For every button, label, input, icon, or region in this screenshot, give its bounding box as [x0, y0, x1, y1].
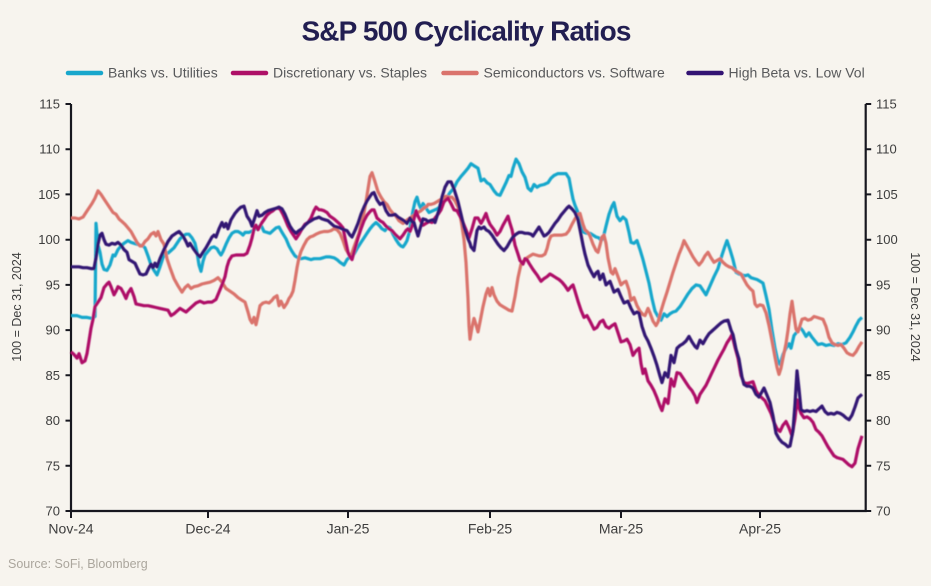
svg-text:Feb-25: Feb-25 [468, 521, 513, 537]
svg-text:Apr-25: Apr-25 [739, 521, 781, 537]
svg-text:110: 110 [39, 142, 60, 157]
svg-text:70: 70 [876, 504, 890, 519]
svg-text:100: 100 [38, 232, 60, 247]
svg-text:80: 80 [46, 413, 60, 428]
svg-text:85: 85 [876, 368, 890, 383]
svg-text:115: 115 [876, 97, 897, 112]
svg-text:Nov-24: Nov-24 [48, 521, 93, 537]
svg-text:Banks vs. Utilities: Banks vs. Utilities [108, 65, 218, 81]
svg-text:High Beta vs. Low Vol: High Beta vs. Low Vol [729, 65, 865, 81]
svg-text:100: 100 [876, 232, 898, 247]
svg-text:Mar-25: Mar-25 [599, 521, 644, 537]
svg-text:80: 80 [876, 413, 890, 428]
svg-text:105: 105 [38, 187, 60, 202]
svg-text:90: 90 [46, 323, 60, 338]
svg-text:Jan-25: Jan-25 [327, 521, 370, 537]
svg-text:85: 85 [46, 368, 60, 383]
svg-text:Source: SoFi, Bloomberg: Source: SoFi, Bloomberg [8, 557, 148, 571]
svg-text:110: 110 [876, 142, 897, 157]
svg-text:S&P 500 Cyclicality Ratios: S&P 500 Cyclicality Ratios [301, 16, 630, 47]
svg-text:95: 95 [46, 277, 60, 292]
svg-text:75: 75 [46, 458, 60, 473]
svg-text:100 = Dec 31, 2024: 100 = Dec 31, 2024 [10, 252, 24, 362]
svg-text:75: 75 [876, 458, 890, 473]
svg-text:Dec-24: Dec-24 [185, 521, 230, 537]
svg-text:100 = Dec 31, 2024: 100 = Dec 31, 2024 [908, 252, 922, 362]
svg-text:95: 95 [876, 277, 890, 292]
svg-text:90: 90 [876, 323, 890, 338]
svg-text:Semiconductors vs. Software: Semiconductors vs. Software [484, 65, 666, 81]
svg-text:115: 115 [39, 97, 60, 112]
svg-text:70: 70 [46, 504, 60, 519]
svg-text:Discretionary vs. Staples: Discretionary vs. Staples [273, 65, 427, 81]
svg-text:105: 105 [876, 187, 898, 202]
